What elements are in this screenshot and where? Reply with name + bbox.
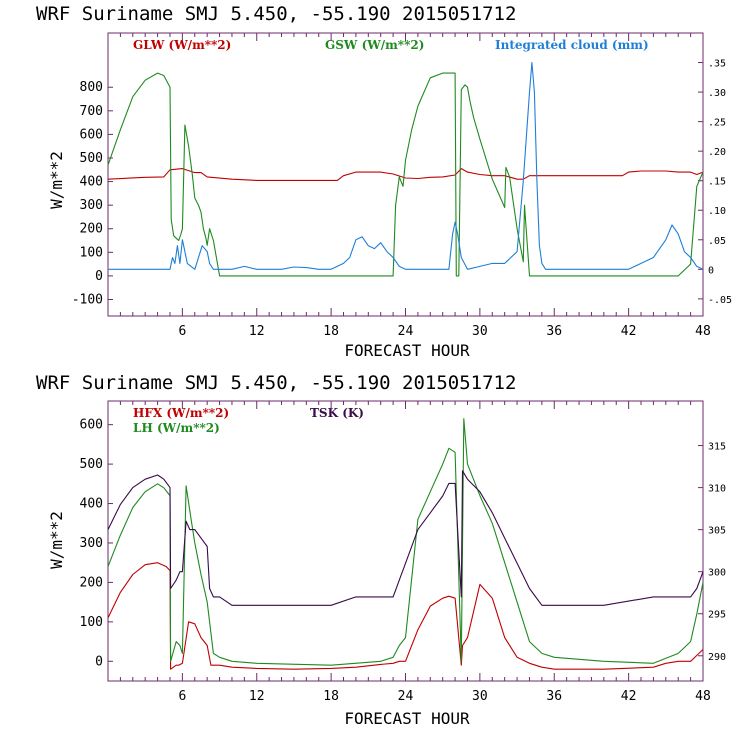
- top-x-tick-label: 18: [323, 324, 339, 339]
- bottom-plot-frame: [107, 400, 704, 682]
- top-y-tick-label: 100: [80, 245, 103, 260]
- top-y2-tick-label: -.05: [708, 295, 732, 306]
- top-x-tick-label: 48: [695, 324, 711, 339]
- top-x-axis-label: FORECAST HOUR: [344, 341, 470, 360]
- bottom-y2-tick-label: 295: [708, 610, 726, 621]
- bottom-legend-tsk: TSK (K): [310, 406, 364, 420]
- bottom-panel: WRF Suriname SMJ 5.450, -55.190 20150517…: [36, 372, 726, 728]
- top-chart-title: WRF Suriname SMJ 5.450, -55.190 20150517…: [36, 3, 516, 25]
- top-legend-glw: GLW (W/m**2): [133, 38, 231, 52]
- bottom-series-group: [107, 418, 704, 670]
- top-y2-tick-label: .25: [708, 118, 726, 129]
- top-right-axis: -.05 0 .05 .10 .15 .20 .25 .30 .35: [698, 59, 732, 306]
- top-y2-tick-label: .05: [708, 236, 726, 247]
- bottom-x-tick-label: 24: [398, 689, 414, 704]
- top-y2-tick-label: .35: [708, 59, 726, 70]
- top-x-tick-label: 30: [472, 324, 488, 339]
- bottom-y-tick-label: 0: [95, 654, 103, 669]
- bottom-x-axis: 6 12 18 24 30 36 42 48: [119, 401, 711, 704]
- bottom-left-axis: 0 100 200 300 400 500 600: [80, 418, 113, 669]
- bottom-x-tick-label: 12: [249, 689, 265, 704]
- bottom-x-tick-label: 18: [323, 689, 339, 704]
- bottom-y2-tick-label: 310: [708, 484, 726, 495]
- bottom-y2-tick-label: 315: [708, 442, 726, 453]
- top-panel: WRF Suriname SMJ 5.450, -55.190 20150517…: [36, 3, 732, 360]
- top-plot-frame: [107, 32, 704, 317]
- bottom-x-axis-label: FORECAST HOUR: [344, 709, 470, 728]
- bottom-y-tick-label: 200: [80, 575, 103, 590]
- bottom-y-tick-label: 300: [80, 536, 103, 551]
- top-legend-gsw: GSW (W/m**2): [325, 38, 424, 52]
- bottom-y2-tick-label: 300: [708, 568, 726, 579]
- bottom-y-axis-label: W/m**2: [47, 511, 66, 569]
- bottom-chart-title: WRF Suriname SMJ 5.450, -55.190 20150517…: [36, 372, 516, 394]
- top-y-tick-label: 300: [80, 198, 103, 213]
- top-x-tick-label: 6: [178, 324, 186, 339]
- bottom-y-tick-label: 100: [80, 615, 103, 630]
- top-series-group: [107, 61, 704, 277]
- bottom-x-tick-label: 30: [472, 689, 488, 704]
- bottom-right-axis: 290 295 300 305 310 315: [698, 442, 726, 663]
- bottom-y2-tick-label: 305: [708, 526, 726, 537]
- top-series-glw-line: [107, 168, 704, 181]
- top-left-axis: -100 0 100 200 300 400 500 600 700 800: [72, 80, 113, 307]
- top-y-tick-label: 200: [80, 222, 103, 237]
- top-y-tick-label: 600: [80, 127, 103, 142]
- bottom-x-tick-label: 6: [178, 689, 186, 704]
- top-y-tick-label: 700: [80, 104, 103, 119]
- bottom-x-tick-label: 42: [621, 689, 637, 704]
- top-y-tick-label: 500: [80, 151, 103, 166]
- bottom-legend-lh: LH (W/m**2): [133, 421, 220, 435]
- top-y-tick-label: -100: [72, 292, 103, 307]
- bottom-series-tsk-line: [107, 470, 704, 606]
- bottom-series-lh-line: [107, 418, 704, 666]
- top-y2-tick-label: .30: [708, 88, 726, 99]
- top-legend-cloud: Integrated cloud (mm): [495, 38, 649, 52]
- top-x-tick-label: 36: [546, 324, 562, 339]
- bottom-y2-tick-label: 290: [708, 652, 726, 663]
- top-y2-tick-label: .15: [708, 177, 726, 188]
- top-y2-tick-label: .20: [708, 147, 726, 158]
- top-y-tick-label: 800: [80, 80, 103, 95]
- top-y2-tick-label: 0: [708, 265, 714, 276]
- top-x-tick-label: 42: [621, 324, 637, 339]
- top-x-tick-label: 24: [398, 324, 414, 339]
- bottom-y-tick-label: 400: [80, 497, 103, 512]
- bottom-y-tick-label: 600: [80, 418, 103, 433]
- top-y-tick-label: 400: [80, 175, 103, 190]
- top-x-axis: 6 12 18 24 30 36 42 48: [119, 33, 711, 339]
- top-y-axis-label: W/m**2: [47, 151, 66, 209]
- top-y2-tick-label: .10: [708, 206, 726, 217]
- top-series-gsw-line: [107, 72, 704, 277]
- top-y-tick-label: 0: [95, 269, 103, 284]
- bottom-x-tick-label: 48: [695, 689, 711, 704]
- top-series-integrated-line: [108, 61, 704, 270]
- bottom-y-tick-label: 500: [80, 457, 103, 472]
- bottom-x-tick-label: 36: [546, 689, 562, 704]
- bottom-legend-hfx: HFX (W/m**2): [133, 406, 229, 420]
- bottom-series-hfx-line: [107, 562, 704, 670]
- top-x-tick-label: 12: [249, 324, 265, 339]
